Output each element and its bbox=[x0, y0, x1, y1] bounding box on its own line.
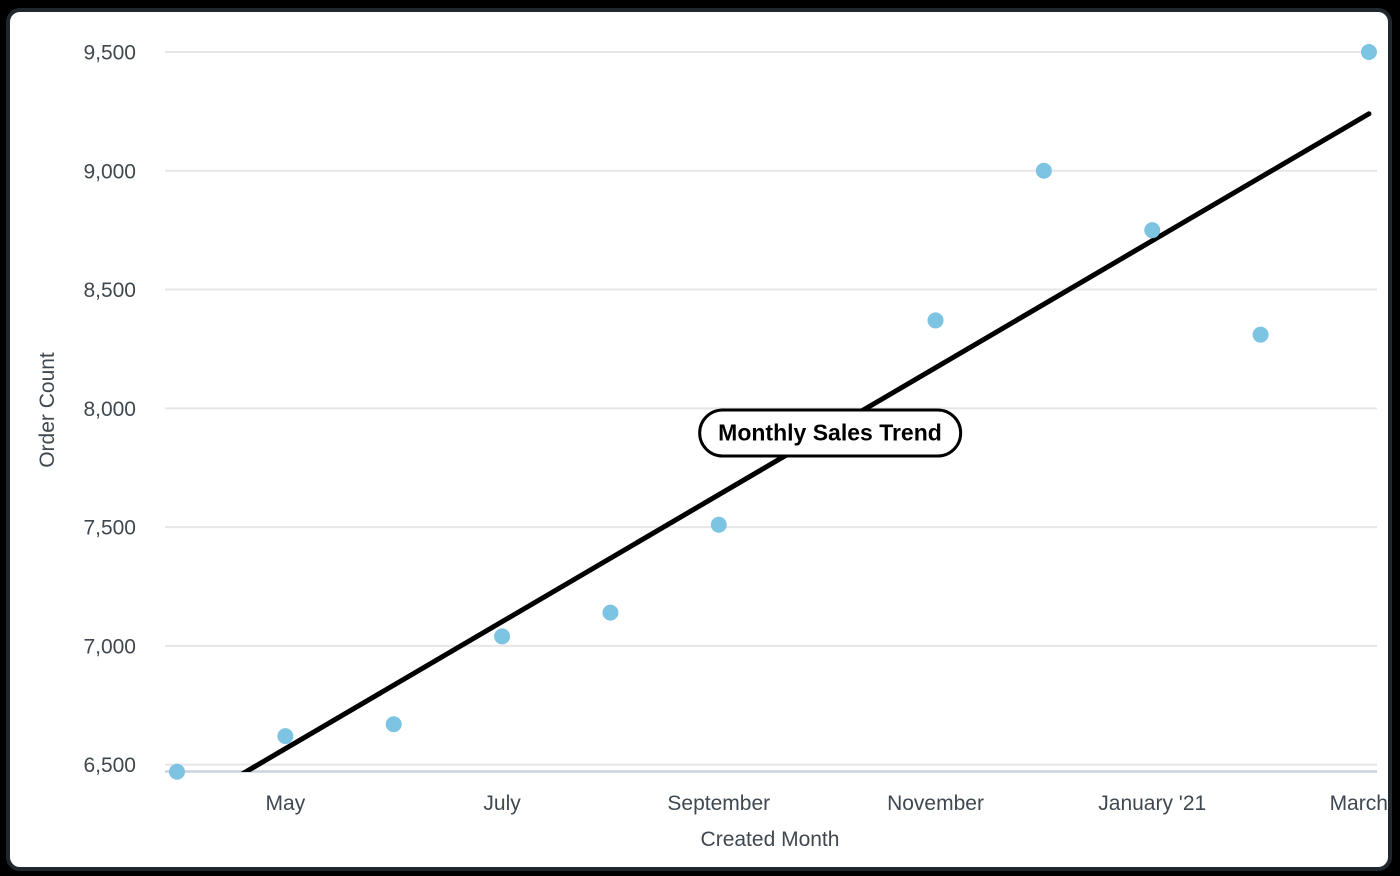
data-point[interactable] bbox=[1252, 326, 1269, 343]
trend-line bbox=[240, 111, 1372, 772]
trend-label: Monthly Sales Trend bbox=[698, 408, 962, 458]
x-tick-label: March bbox=[1330, 792, 1388, 815]
data-point[interactable] bbox=[927, 312, 944, 329]
data-point[interactable] bbox=[494, 628, 511, 645]
x-tick-label: July bbox=[483, 792, 521, 815]
data-point[interactable] bbox=[710, 516, 727, 533]
y-tick-label: 9,000 bbox=[83, 160, 136, 183]
y-tick-label: 8,000 bbox=[83, 398, 136, 421]
data-point[interactable] bbox=[1035, 162, 1052, 179]
data-point[interactable] bbox=[277, 728, 294, 745]
y-tick-label: 8,500 bbox=[83, 279, 136, 302]
x-tick-label: November bbox=[887, 792, 984, 815]
data-point[interactable] bbox=[385, 716, 402, 733]
y-tick-label: 7,500 bbox=[83, 517, 136, 540]
y-tick-label: 9,500 bbox=[83, 42, 136, 65]
x-axis-title: Created Month bbox=[700, 828, 840, 851]
x-tick-label: September bbox=[667, 792, 770, 815]
data-point[interactable] bbox=[169, 763, 185, 780]
y-axis-title: Order Count bbox=[36, 352, 59, 468]
data-point[interactable] bbox=[1360, 44, 1377, 60]
x-tick-label: May bbox=[266, 792, 306, 815]
y-tick-label: 7,000 bbox=[83, 635, 136, 658]
x-tick-label: January '21 bbox=[1098, 792, 1206, 815]
data-point[interactable] bbox=[602, 604, 619, 621]
data-point[interactable] bbox=[1144, 222, 1161, 239]
y-tick-label: 6,500 bbox=[83, 754, 136, 777]
